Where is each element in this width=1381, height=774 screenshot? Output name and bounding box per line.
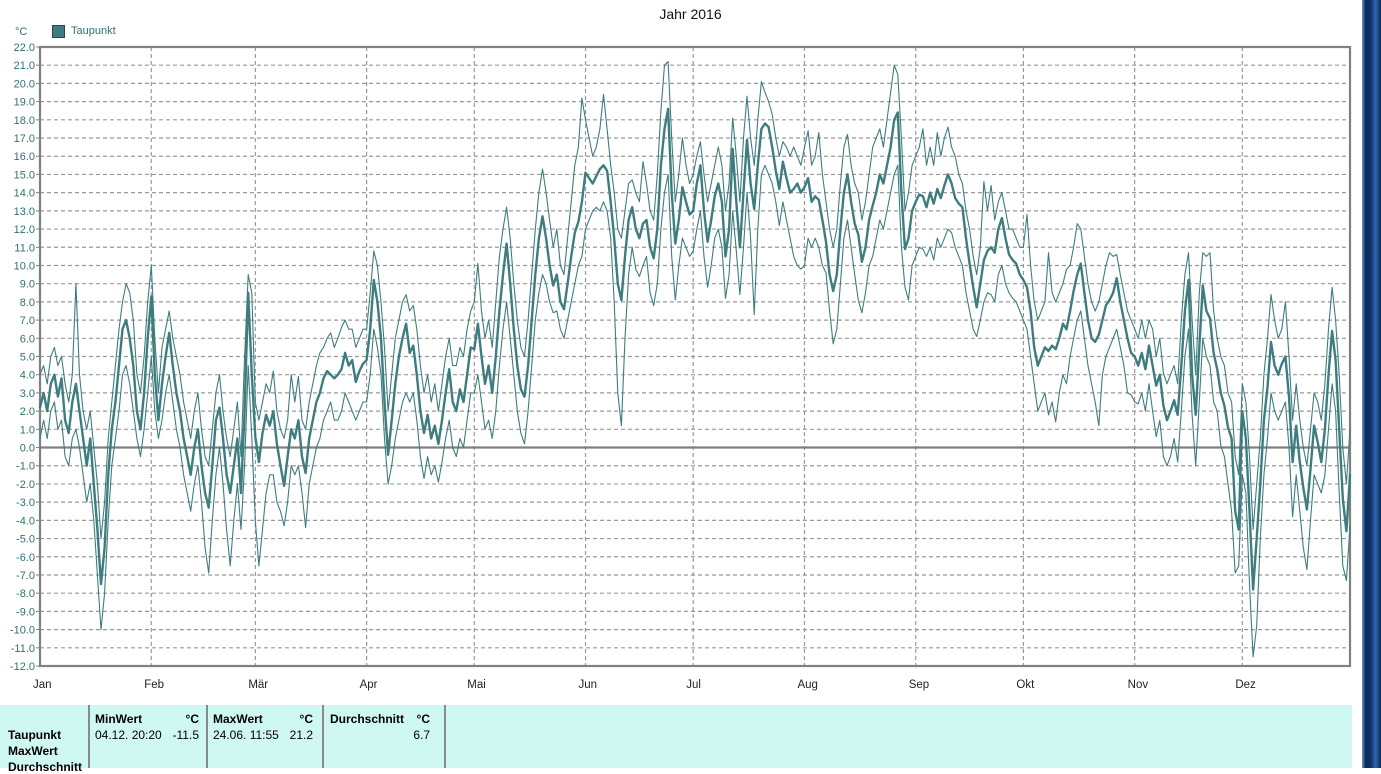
svg-text:17.0: 17.0 [14,133,35,145]
svg-text:0.0: 0.0 [20,443,35,455]
y-axis-tick-labels: 22.0 21.0 20.0 19.0 18.0 17.0 16.0 15.0 14.0 13.0… [10,42,40,673]
svg-text:9.0: 9.0 [20,279,35,291]
series-min-line [39,164,1351,658]
svg-text:7.0: 7.0 [20,315,35,327]
svg-text:19.0: 19.0 [14,97,35,109]
svg-text:3.0: 3.0 [20,388,35,400]
table-divider [88,705,90,768]
legend: Taupunkt [52,24,116,38]
table-divider [322,705,324,768]
svg-text:21.0: 21.0 [14,60,35,72]
svg-text:15.0: 15.0 [14,169,35,181]
svg-text:10.0: 10.0 [14,260,35,272]
svg-text:14.0: 14.0 [14,188,35,200]
svg-text:Okt: Okt [1016,679,1035,691]
minwert-datetime: 04.12. 20:20 [95,728,162,742]
svg-text:18.0: 18.0 [14,115,35,127]
svg-text:-2.0: -2.0 [16,479,35,491]
durchschnitt-column: Durchschnitt °C 6.7 [330,705,436,768]
h-gridlines [40,64,1350,649]
svg-text:Jul: Jul [686,679,701,691]
svg-text:-11.0: -11.0 [11,643,35,655]
legend-label: Taupunkt [71,25,116,37]
svg-text:1.0: 1.0 [20,424,35,436]
desktop-edge-strip [1362,0,1381,768]
svg-text:-1.0: -1.0 [16,461,35,473]
series-avg-line [38,107,1352,591]
minwert-value: -11.5 [172,728,199,742]
svg-text:Nov: Nov [1128,679,1149,691]
minwert-header: MinWert [95,712,143,726]
svg-text:-5.0: -5.0 [16,534,35,546]
svg-text:Apr: Apr [360,679,378,691]
svg-text:Aug: Aug [797,679,817,691]
svg-text:6.0: 6.0 [20,333,35,345]
durchschnitt-header: Durchschnitt [330,712,405,726]
svg-text:-9.0: -9.0 [16,606,35,618]
svg-text:-12.0: -12.0 [10,661,35,673]
svg-text:4.0: 4.0 [20,370,35,382]
svg-text:20.0: 20.0 [14,78,35,90]
svg-text:Mai: Mai [467,679,486,691]
svg-text:-7.0: -7.0 [16,570,35,582]
svg-text:2.0: 2.0 [20,406,35,418]
durchschnitt-value: 6.7 [413,728,430,742]
x-axis-month-labels: Jan Feb Mär Apr Mai Jun Jul Aug Sep Okt Nov Dez [33,679,1256,691]
maxwert-header: MaxWert [213,712,263,726]
svg-text:-10.0: -10.0 [10,625,35,637]
dewpoint-year-chart: 22.0 21.0 20.0 19.0 18.0 17.0 16.0 15.0 14.0 13.0… [10,42,1352,691]
row-label-maxwert: MaxWert [8,744,58,758]
maxwert-column: MaxWert °C 24.06. 11:55 21.2 [213,705,319,768]
svg-text:8.0: 8.0 [20,297,35,309]
table-divider [444,705,446,768]
svg-text:5.0: 5.0 [20,352,35,364]
table-divider [206,705,208,768]
svg-text:Dez: Dez [1235,679,1256,691]
svg-text:13.0: 13.0 [14,206,35,218]
svg-text:-6.0: -6.0 [16,552,35,564]
summary-table: Taupunkt MaxWert Durchschnitt MinWert °C… [0,705,1352,774]
svg-text:22.0: 22.0 [14,42,35,54]
svg-text:12.0: 12.0 [14,224,35,236]
svg-text:11.0: 11.0 [14,242,35,254]
minwert-column: MinWert °C 04.12. 20:20 -11.5 [95,705,205,768]
svg-text:Feb: Feb [144,679,164,691]
svg-text:-4.0: -4.0 [16,515,35,527]
y-axis-unit-label: °C [15,26,28,38]
svg-text:Jan: Jan [33,679,52,691]
svg-text:16.0: 16.0 [14,151,35,163]
svg-text:-3.0: -3.0 [16,497,35,509]
page-title: Jahr 2016 [659,6,722,22]
durchschnitt-unit: °C [416,712,430,726]
maxwert-datetime: 24.06. 11:55 [213,728,279,742]
svg-text:-8.0: -8.0 [16,588,35,600]
svg-text:Mär: Mär [248,679,268,691]
minwert-unit: °C [185,712,199,726]
svg-text:Sep: Sep [909,679,929,691]
row-label-taupunkt: Taupunkt [8,728,62,742]
maxwert-unit: °C [299,712,313,726]
row-label-durchschnitt: Durchschnitt [8,760,83,774]
svg-text:Jun: Jun [579,679,598,691]
maxwert-value: 21.2 [289,728,313,742]
series-max-line [39,61,1351,540]
legend-swatch-icon [52,24,65,38]
